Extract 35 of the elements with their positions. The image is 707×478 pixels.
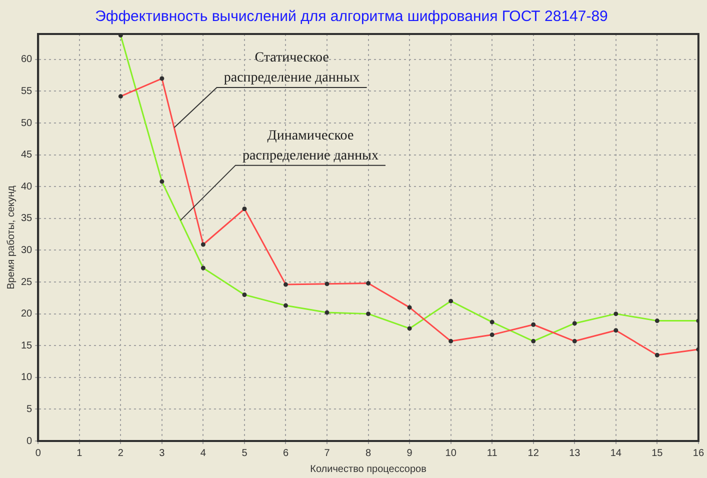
x-tick-label: 0 <box>35 448 42 459</box>
y-tick-label: 0 <box>26 436 33 447</box>
y-tick-label: 45 <box>21 150 33 161</box>
y-tick-label: 10 <box>21 372 33 384</box>
y-tick-label: 20 <box>21 308 33 320</box>
x-tick-label: 9 <box>406 448 413 459</box>
x-tick-label: 7 <box>324 448 330 459</box>
y-axis-title: Время работы, секунд <box>6 185 17 290</box>
x-tick-label: 2 <box>118 448 124 459</box>
y-tick-label: 5 <box>26 404 33 415</box>
x-axis-title: Количество процессоров <box>310 464 426 475</box>
y-tick-label: 40 <box>21 181 33 192</box>
annotation: Статическое распределение данных <box>224 50 360 86</box>
y-tick-label: 55 <box>21 86 33 97</box>
y-tick-label: 25 <box>21 276 33 288</box>
y-tick-label: 50 <box>21 118 33 129</box>
x-tick-label: 6 <box>282 448 289 459</box>
x-tick-label: 8 <box>366 448 372 459</box>
y-tick-label: 15 <box>21 340 33 352</box>
x-tick-label: 10 <box>445 448 457 459</box>
x-tick-label: 16 <box>692 448 704 459</box>
x-tick-label: 1 <box>76 448 83 459</box>
x-tick-label: 12 <box>528 448 540 459</box>
x-tick-label: 11 <box>486 448 498 459</box>
y-tick-label: 30 <box>21 244 33 256</box>
y-tick-label: 60 <box>21 54 33 66</box>
y-tick-label: 35 <box>21 213 33 224</box>
x-tick-label: 5 <box>242 448 248 459</box>
annotation: Динамическое распределение данных <box>242 128 378 164</box>
x-tick-label: 13 <box>569 448 581 459</box>
x-tick-label: 15 <box>652 448 664 459</box>
x-tick-label: 14 <box>610 448 622 459</box>
x-tick-label: 3 <box>159 448 166 459</box>
chart-title: Эффективность вычислений для алгоритма шифрования ГОСТ 28147-89 <box>95 8 608 26</box>
x-tick-label: 4 <box>200 448 206 459</box>
